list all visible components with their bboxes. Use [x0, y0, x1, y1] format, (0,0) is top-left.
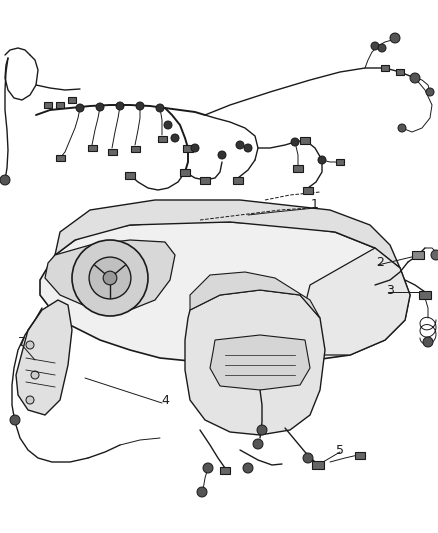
- Circle shape: [243, 463, 253, 473]
- Polygon shape: [55, 200, 400, 268]
- Circle shape: [390, 33, 400, 43]
- Polygon shape: [45, 240, 175, 310]
- Polygon shape: [190, 272, 320, 318]
- Bar: [44, 102, 52, 108]
- Circle shape: [116, 102, 124, 110]
- Polygon shape: [210, 335, 310, 390]
- Bar: [183, 144, 193, 151]
- Circle shape: [136, 102, 144, 110]
- Bar: [131, 146, 139, 152]
- Circle shape: [431, 250, 438, 260]
- Text: 5: 5: [336, 443, 344, 456]
- Bar: [396, 69, 404, 75]
- Bar: [293, 165, 303, 172]
- Bar: [312, 461, 324, 469]
- Circle shape: [0, 175, 10, 185]
- Circle shape: [423, 337, 433, 347]
- Circle shape: [10, 415, 20, 425]
- Bar: [158, 136, 166, 142]
- Circle shape: [371, 42, 379, 50]
- Polygon shape: [40, 222, 410, 365]
- Circle shape: [291, 138, 299, 146]
- Circle shape: [191, 144, 199, 152]
- Circle shape: [203, 463, 213, 473]
- Text: 1: 1: [311, 198, 319, 212]
- Circle shape: [164, 121, 172, 129]
- Bar: [125, 172, 135, 179]
- Circle shape: [398, 124, 406, 132]
- Bar: [336, 159, 344, 165]
- Bar: [56, 102, 64, 108]
- Bar: [56, 155, 64, 161]
- Circle shape: [26, 341, 34, 349]
- Circle shape: [76, 104, 84, 112]
- Bar: [419, 291, 431, 299]
- Circle shape: [103, 271, 117, 285]
- Bar: [220, 466, 230, 473]
- Bar: [412, 251, 424, 259]
- Circle shape: [156, 104, 164, 112]
- Polygon shape: [300, 248, 410, 355]
- Circle shape: [236, 141, 244, 149]
- Circle shape: [72, 240, 148, 316]
- Bar: [300, 136, 310, 143]
- Circle shape: [218, 151, 226, 159]
- Bar: [107, 149, 117, 155]
- Circle shape: [197, 487, 207, 497]
- Text: 4: 4: [161, 393, 169, 407]
- Circle shape: [318, 156, 326, 164]
- Text: 7: 7: [18, 335, 26, 349]
- Bar: [68, 97, 76, 103]
- Circle shape: [89, 257, 131, 299]
- Bar: [233, 176, 243, 183]
- Bar: [200, 176, 210, 183]
- Circle shape: [96, 103, 104, 111]
- Circle shape: [426, 88, 434, 96]
- Circle shape: [31, 371, 39, 379]
- Circle shape: [171, 134, 179, 142]
- Circle shape: [303, 453, 313, 463]
- Text: 2: 2: [376, 256, 384, 270]
- Circle shape: [244, 144, 252, 152]
- Polygon shape: [16, 300, 72, 415]
- Circle shape: [410, 73, 420, 83]
- Bar: [355, 451, 365, 458]
- Circle shape: [257, 425, 267, 435]
- Text: 3: 3: [386, 284, 394, 296]
- Circle shape: [378, 44, 386, 52]
- Circle shape: [253, 439, 263, 449]
- Polygon shape: [185, 290, 325, 435]
- Circle shape: [26, 396, 34, 404]
- Bar: [180, 168, 190, 175]
- Bar: [303, 187, 313, 193]
- Bar: [381, 65, 389, 71]
- Bar: [88, 145, 96, 151]
